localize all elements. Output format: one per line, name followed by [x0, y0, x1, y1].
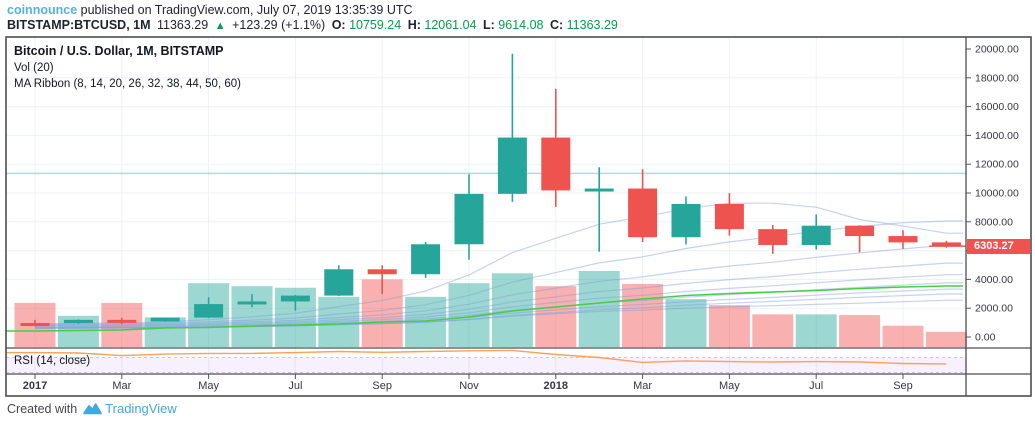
svg-text:0.00: 0.00 [975, 332, 996, 344]
svg-text:Nov: Nov [459, 380, 479, 392]
svg-text:2017: 2017 [23, 380, 47, 392]
svg-text:May: May [198, 380, 219, 392]
last-price: 11363.29 [157, 18, 209, 32]
chart-legend: Bitcoin / U.S. Dollar, 1M, BITSTAMP Vol … [14, 43, 241, 92]
price-change: +123.29 (+1.1%) [232, 18, 326, 32]
svg-text:Mar: Mar [112, 380, 131, 392]
high-value: 12061.04 [424, 18, 477, 32]
symbol-status-line: BITSTAMP:BTCUSD, 1M 11363.29 ▲ +123.29 (… [7, 18, 621, 32]
svg-text:4000.00: 4000.00 [975, 274, 1013, 286]
high-label: H: [407, 18, 421, 32]
created-with-text: Created with [7, 401, 78, 416]
footer: Created with TradingView [7, 401, 177, 416]
low-value: 9614.08 [498, 18, 544, 32]
svg-text:May: May [719, 380, 740, 392]
published-text: published on TradingView.com, July 07, 2… [77, 3, 413, 17]
close-label: C: [549, 18, 564, 32]
up-triangle-icon: ▲ [214, 20, 226, 32]
svg-text:8000.00: 8000.00 [975, 216, 1013, 228]
svg-text:10000.00: 10000.00 [975, 188, 1019, 200]
legend-symbol-title: Bitcoin / U.S. Dollar, 1M, BITSTAMP [14, 44, 224, 58]
svg-text:Sep: Sep [372, 380, 392, 392]
svg-text:18000.00: 18000.00 [975, 72, 1019, 84]
svg-text:Jul: Jul [809, 380, 823, 392]
author-link[interactable]: coinnounce [7, 3, 78, 17]
svg-text:12000.00: 12000.00 [975, 159, 1019, 171]
publish-info-line: coinnounce published on TradingView.com,… [7, 3, 413, 17]
close-value: 11363.29 [566, 18, 618, 32]
svg-text:2018: 2018 [544, 380, 568, 392]
symbol-name: BITSTAMP:BTCUSD, 1M [7, 18, 151, 32]
svg-text:16000.00: 16000.00 [975, 101, 1019, 113]
low-label: L: [483, 18, 495, 32]
svg-text:Jul: Jul [288, 380, 302, 392]
svg-text:2000.00: 2000.00 [975, 303, 1013, 315]
svg-text:14000.00: 14000.00 [975, 130, 1019, 142]
open-value: 10759.24 [349, 18, 402, 32]
rsi-indicator-label: RSI (14, close) [14, 355, 91, 367]
svg-text:Sep: Sep [893, 380, 913, 392]
tradingview-logo-icon[interactable] [83, 401, 102, 416]
svg-text:Mar: Mar [633, 380, 652, 392]
tradingview-brand-link[interactable]: TradingView [105, 401, 177, 416]
open-label: O: [331, 18, 346, 32]
legend-ma-ribbon-indicator: MA Ribbon (8, 14, 20, 26, 32, 38, 44, 50… [14, 78, 241, 90]
last-price-tag: 6303.27 [967, 239, 1030, 254]
legend-volume-indicator: Vol (20) [14, 62, 54, 74]
svg-text:20000.00: 20000.00 [975, 44, 1019, 56]
